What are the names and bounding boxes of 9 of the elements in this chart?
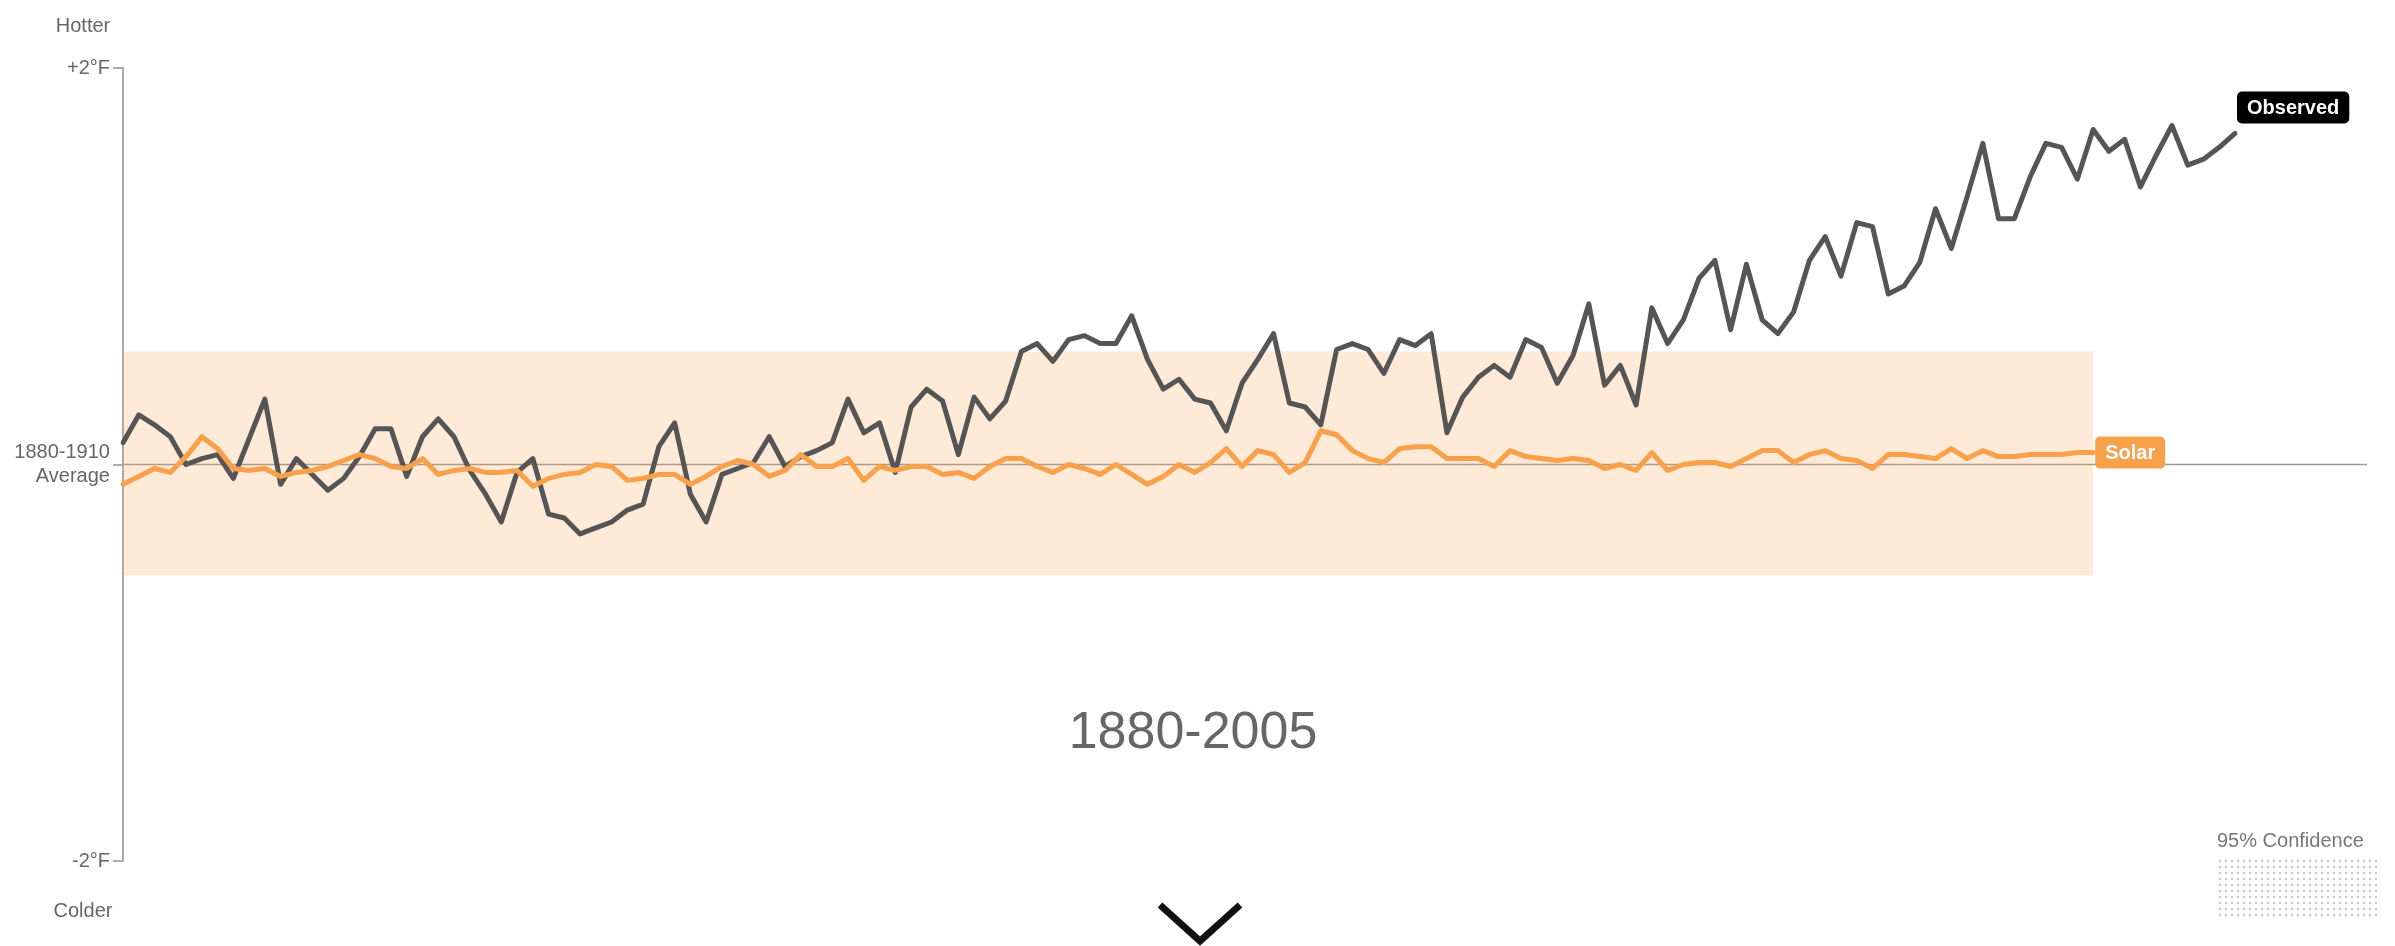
series-label: Solar xyxy=(2105,441,2156,464)
annotation: 1880-2005 xyxy=(1068,701,1318,760)
text: Colder xyxy=(53,898,113,921)
series-label: Observed xyxy=(2247,95,2340,118)
text: Hotter xyxy=(55,13,111,36)
y-tick-label: 1880-1910 Average xyxy=(14,440,110,487)
y-tick-label: +2°F xyxy=(66,55,110,78)
legend-title: 95% Confidence xyxy=(2217,829,2365,852)
y-tick-label: -2°F xyxy=(72,848,110,871)
